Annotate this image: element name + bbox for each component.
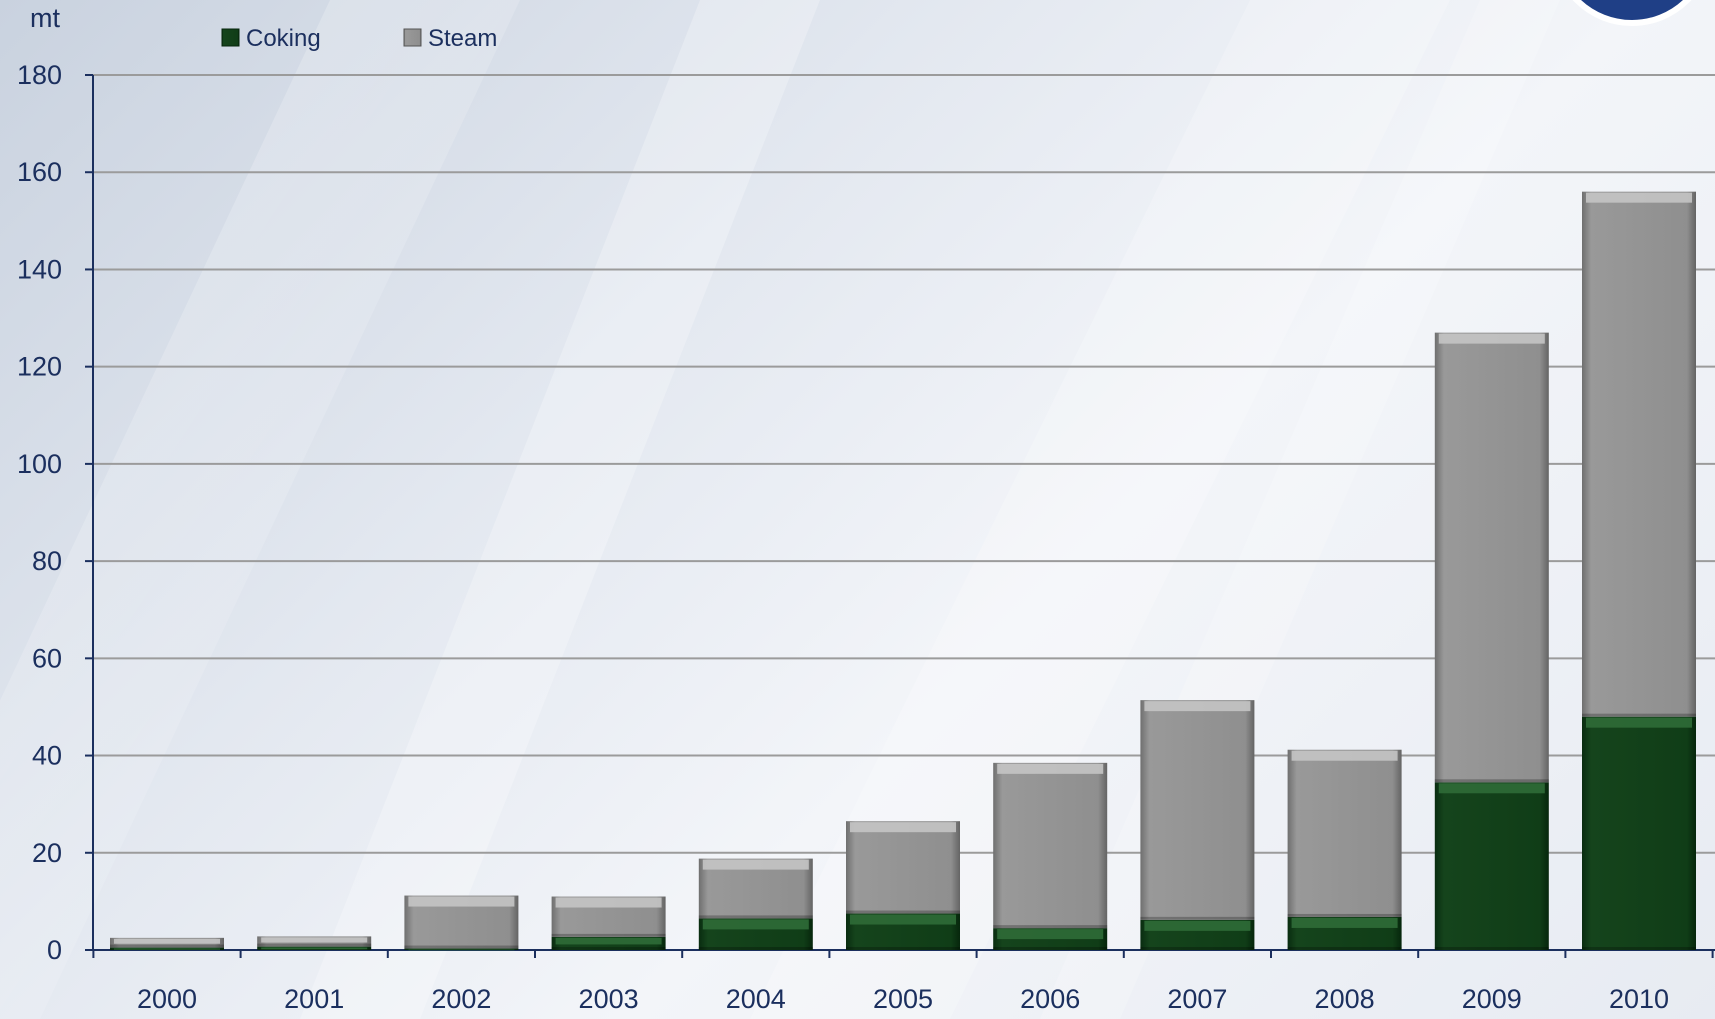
x-tick-label-2008: 2008 <box>1315 984 1375 1014</box>
legend: Coking Steam <box>221 25 497 52</box>
x-tick-label-2007: 2007 <box>1167 984 1227 1014</box>
y-tick-label-180: 180 <box>17 60 62 90</box>
x-tick-label-2002: 2002 <box>431 984 491 1014</box>
legend-item-steam: Steam <box>403 25 497 52</box>
legend-swatch-coking <box>221 28 240 47</box>
legend-label-coking: Coking <box>246 25 321 52</box>
y-tick-label-40: 40 <box>32 741 62 771</box>
x-tick-label-2004: 2004 <box>726 984 786 1014</box>
y-tick-label-160: 160 <box>17 157 62 187</box>
bar-coking-2008 <box>1287 916 1402 950</box>
x-tick-label-2005: 2005 <box>873 984 933 1014</box>
y-tick-label-100: 100 <box>17 449 62 479</box>
x-tick-label-2006: 2006 <box>1020 984 1080 1014</box>
y-tick-label-120: 120 <box>17 352 62 382</box>
bar-coking-2001 <box>257 946 372 950</box>
bar-steam-2005 <box>846 821 960 914</box>
bar-steam-2009 <box>1434 332 1549 783</box>
bar-steam-2010 <box>1582 191 1696 717</box>
bar-coking-2002 <box>404 948 519 951</box>
y-tick-label-20: 20 <box>32 838 62 868</box>
y-tick-label-0: 0 <box>47 935 62 965</box>
bar-coking-2004 <box>698 918 813 950</box>
bar-steam-2000 <box>110 937 224 948</box>
x-tick-label-2000: 2000 <box>137 984 197 1014</box>
bar-coking-2009 <box>1434 782 1549 950</box>
y-tick-label-60: 60 <box>32 643 62 673</box>
bar-steam-2004 <box>698 858 813 919</box>
logo-emblem <box>1572 0 1692 26</box>
bars <box>110 191 1696 951</box>
bar-steam-2006 <box>993 762 1108 929</box>
bar-steam-2002 <box>404 895 519 949</box>
bar-steam-2008 <box>1287 749 1402 917</box>
bar-steam-2003 <box>551 896 666 937</box>
bar-coking-2005 <box>846 913 960 950</box>
bar-steam-2001 <box>257 936 372 947</box>
x-tick-label-2009: 2009 <box>1462 984 1522 1014</box>
bar-coking-2000 <box>110 947 224 950</box>
x-tick-label-2001: 2001 <box>284 984 344 1014</box>
legend-item-coking: Coking <box>221 25 321 52</box>
bar-coking-2006 <box>993 928 1108 950</box>
tick-labels: 0 20 40 60 80 100 120 140 160 180 2000 2001 2002 2003… <box>17 60 1669 1014</box>
bar-coking-2010 <box>1582 716 1696 950</box>
bar-steam-2007 <box>1140 700 1255 920</box>
unit-label: mt <box>30 3 60 33</box>
legend-swatch-steam <box>403 28 422 47</box>
y-tick-label-80: 80 <box>32 546 62 576</box>
x-tick-label-2003: 2003 <box>579 984 639 1014</box>
legend-label-steam: Steam <box>428 25 497 52</box>
x-tick-label-2010: 2010 <box>1609 984 1669 1014</box>
y-tick-label-140: 140 <box>17 254 62 284</box>
bar-coking-2003 <box>551 936 666 950</box>
bar-coking-2007 <box>1140 919 1255 950</box>
